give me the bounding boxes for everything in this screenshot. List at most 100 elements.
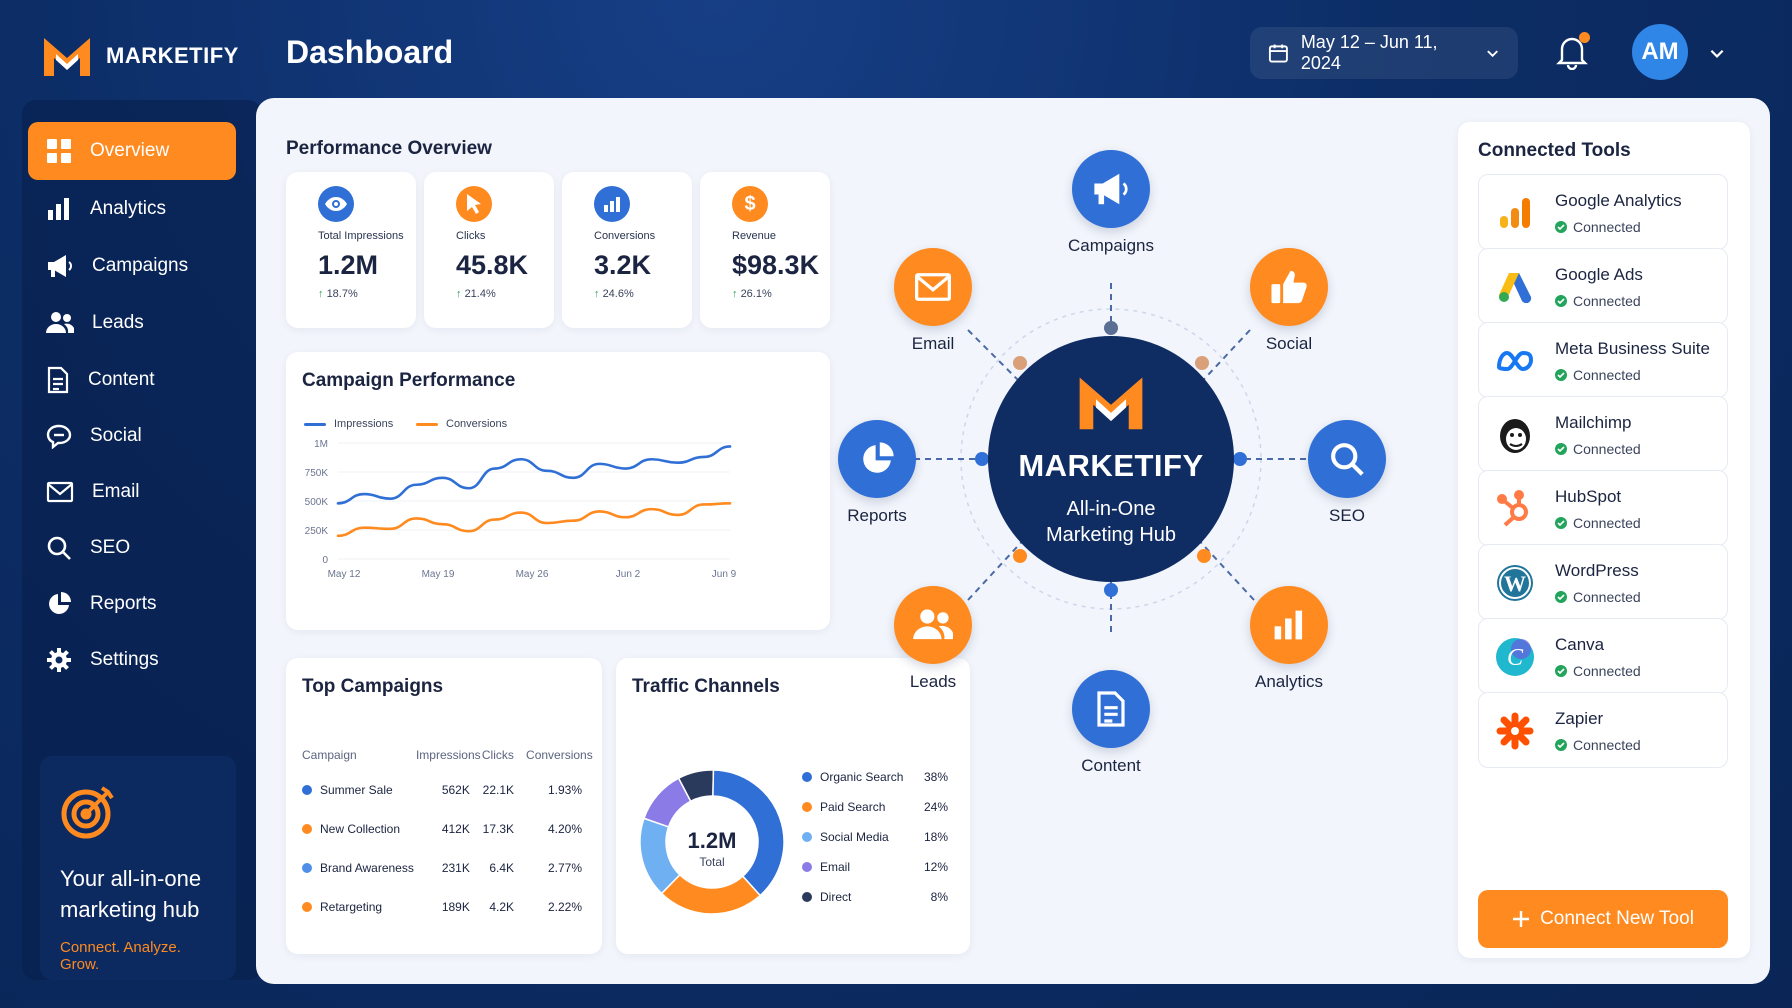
sidebar-item-leads[interactable]: Leads [28, 294, 236, 352]
sidebar-item-campaigns[interactable]: Campaigns [28, 237, 236, 295]
column-header: Campaign [302, 748, 357, 762]
check-circle-icon [1555, 517, 1567, 529]
search-icon [47, 536, 71, 560]
tool-card-google-analytics[interactable]: Google Analytics Connected [1478, 174, 1728, 250]
google-analytics-icon [1493, 193, 1537, 233]
sidebar-item-email[interactable]: Email [28, 463, 236, 521]
campaign-line-chart: 1M 750K 500K 250K 0 May 12 May 19 May 26… [305, 439, 737, 580]
check-circle-icon [1555, 739, 1567, 751]
arrow-up-icon: ↑ [732, 288, 738, 300]
kpi-card-impressions[interactable]: Total Impressions 1.2M ↑ 18.7% [286, 172, 416, 328]
svg-text:W: W [1504, 571, 1526, 596]
donut-total-label: Total [699, 855, 724, 869]
kpi-card-revenue[interactable]: $ Revenue $98.3K ↑ 26.1% [700, 172, 830, 328]
tool-name: Google Ads [1555, 265, 1643, 284]
campaign-clicks: 6.4K [489, 860, 515, 875]
campaign-name: Summer Sale [320, 782, 393, 797]
donut-slice-1 [660, 873, 762, 915]
check-circle-icon [1555, 665, 1567, 677]
chevron-down-icon [1487, 50, 1498, 58]
campaign-conversions: 1.93% [547, 782, 582, 797]
hub-node-email[interactable] [894, 248, 972, 326]
check-circle-icon [1555, 295, 1567, 307]
connect-new-tool-label: Connect New Tool [1540, 908, 1694, 929]
date-range-picker[interactable]: May 12 – Jun 11, 2024 [1250, 27, 1518, 79]
marketing-hub-diagram: MARKETIFY All-in-One Marketing Hub Campai… [838, 150, 1390, 784]
canva-icon: C [1493, 637, 1537, 677]
sidebar-item-overview[interactable]: Overview [28, 122, 236, 180]
bar-chart-icon [48, 198, 69, 220]
promo-card: Your all-in-one marketing hub Connect. A… [40, 756, 236, 980]
legend-item: Organic Search 38% [802, 762, 948, 792]
kpi-label: Clicks [456, 230, 486, 242]
hub-center[interactable]: MARKETIFY All-in-One Marketing Hub [988, 336, 1234, 582]
brand-logo[interactable]: MARKETIFY [42, 34, 239, 78]
legend-impressions: Impressions [304, 418, 393, 430]
campaign-conversions: 2.22% [547, 899, 582, 914]
marketify-logo-icon [1079, 377, 1143, 430]
performance-overview-title: Performance Overview [286, 138, 492, 159]
pie-chart-icon [49, 592, 71, 614]
tool-card-wordpress[interactable]: W WordPress Connected [1478, 544, 1728, 620]
connected-tools-panel: Connected Tools Google Analytics Connect… [1458, 122, 1750, 958]
hub-label-analytics: Analytics [1254, 672, 1324, 691]
avatar[interactable]: AM [1632, 24, 1688, 80]
traffic-channels-card: Traffic Channels 1.2M Total Organic Sear… [616, 658, 970, 954]
hubspot-icon [1493, 489, 1537, 529]
sidebar-item-label: Reports [90, 593, 157, 614]
sidebar-item-label: Campaigns [92, 255, 189, 276]
sidebar-item-analytics[interactable]: Analytics [28, 180, 236, 238]
hub-node-campaigns[interactable] [1072, 150, 1150, 228]
hub-node-reports[interactable] [838, 420, 916, 498]
hub-label-campaigns: Campaigns [1068, 236, 1154, 255]
sidebar-item-reports[interactable]: Reports [28, 575, 236, 633]
campaign-performance-title: Campaign Performance [302, 370, 516, 391]
cursor-icon [456, 186, 492, 222]
table-row[interactable]: New Collection 412K 17.3K 4.20% [302, 809, 594, 848]
kpi-card-conversions[interactable]: Conversions 3.2K ↑ 24.6% [562, 172, 692, 328]
chevron-down-icon[interactable] [1708, 44, 1726, 62]
sidebar-item-settings[interactable]: Settings [28, 631, 236, 689]
tool-name: Canva [1555, 635, 1605, 654]
sidebar-item-content[interactable]: Content [28, 351, 236, 409]
tool-name: Zapier [1555, 709, 1604, 728]
y-tick-label: 750K [305, 468, 329, 479]
kpi-card-clicks[interactable]: Clicks 45.8K ↑ 21.4% [424, 172, 554, 328]
hub-node-content[interactable] [1072, 670, 1150, 748]
megaphone-icon [48, 255, 72, 277]
kpi-delta: ↑ 21.4% [456, 288, 496, 300]
tool-card-mailchimp[interactable]: Mailchimp Connected [1478, 396, 1728, 472]
table-row[interactable]: Brand Awareness 231K 6.4K 2.77% [302, 848, 594, 887]
table-row[interactable]: Retargeting 189K 4.2K 2.22% [302, 887, 594, 926]
date-range-label: May 12 – Jun 11, 2024 [1300, 32, 1438, 73]
kpi-value: 3.2K [594, 250, 652, 280]
tool-card-canva[interactable]: C Canva Connected [1478, 618, 1728, 694]
tool-card-hubspot[interactable]: HubSpot Connected [1478, 470, 1728, 546]
sidebar-item-label: Email [92, 481, 140, 502]
connect-new-tool-button[interactable]: Connect New Tool [1478, 890, 1728, 948]
table-row[interactable]: Summer Sale 562K 22.1K 1.93% [302, 770, 594, 809]
column-header: Clicks [481, 748, 514, 762]
campaign-clicks: 17.3K [482, 821, 515, 836]
sidebar: Overview Analytics Campaigns Leads Conte… [22, 100, 262, 980]
hub-node-leads[interactable] [894, 586, 972, 664]
tool-card-google-ads[interactable]: Google Ads Connected [1478, 248, 1728, 324]
bar-chart-icon [1274, 610, 1303, 640]
tool-card-meta-business-suite[interactable]: Meta Business Suite Connected [1478, 322, 1728, 398]
megaphone-icon [1094, 173, 1128, 205]
campaign-impressions: 412K [441, 821, 470, 836]
tool-card-zapier[interactable]: Zapier Connected [1478, 692, 1728, 768]
hub-node-seo[interactable] [1308, 420, 1386, 498]
tool-name: Google Analytics [1555, 191, 1682, 210]
bell-icon[interactable] [1556, 34, 1588, 70]
hub-node-analytics[interactable] [1250, 586, 1328, 664]
arrow-up-icon: ↑ [594, 288, 600, 300]
hub-node-social[interactable] [1250, 248, 1328, 326]
check-circle-icon [1555, 221, 1567, 233]
promo-title: Your all-in-one marketing hub [60, 866, 202, 922]
sidebar-item-seo[interactable]: SEO [28, 519, 236, 577]
y-tick-label: 500K [305, 497, 329, 508]
sidebar-item-social[interactable]: Social [28, 407, 236, 465]
legend-conversions: Conversions [416, 418, 507, 430]
tool-status: Connected [1555, 441, 1641, 457]
